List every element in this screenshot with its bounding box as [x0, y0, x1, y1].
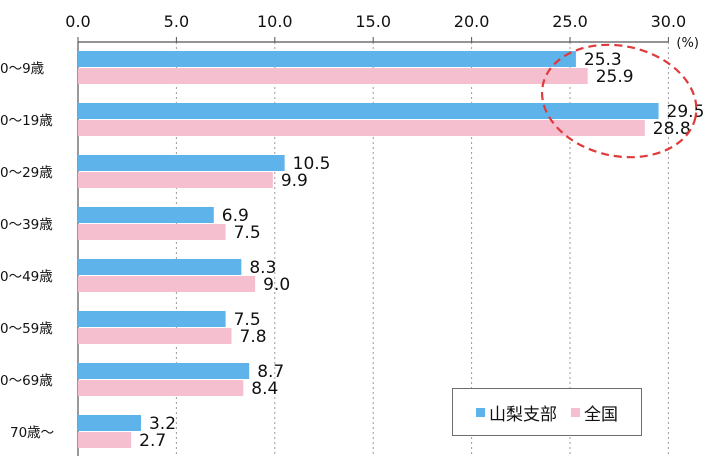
category-label: 0～9歳 [0, 61, 45, 77]
x-tick-label: 10.0 [257, 12, 293, 31]
x-unit-label: (%) [676, 36, 699, 51]
legend-swatch-yamanashi [476, 407, 485, 417]
value-label-yamanashi: 8.3 [249, 258, 276, 278]
bar-national [78, 380, 244, 396]
bar-yamanashi [78, 207, 214, 223]
bar-yamanashi [78, 363, 250, 379]
bar-national [78, 224, 226, 240]
bar-yamanashi [78, 259, 242, 275]
value-label-national: 9.9 [281, 171, 308, 191]
x-tick-label: 30.0 [651, 12, 687, 31]
value-label-national: 28.8 [653, 119, 691, 139]
highlight-ellipse [540, 43, 698, 159]
bar-national [78, 68, 588, 84]
category-label: 0～19歳 [0, 113, 53, 129]
bar-national [78, 328, 232, 344]
category-label: 0～59歳 [0, 321, 53, 337]
category-label: 0～49歳 [0, 269, 53, 285]
legend-swatch-national [571, 407, 580, 417]
legend: 山梨支部 全国 [452, 388, 642, 436]
bar-yamanashi [78, 311, 226, 327]
category-label: 0～69歳 [0, 373, 53, 389]
value-label-national: 25.9 [596, 67, 634, 87]
bar-yamanashi [78, 415, 141, 431]
x-tick-label: 0.0 [65, 12, 90, 31]
bar-yamanashi [78, 51, 576, 67]
x-tick-label: 25.0 [552, 12, 588, 31]
bar-national [78, 172, 273, 188]
category-label: 0～29歳 [0, 165, 53, 181]
value-label-national: 7.8 [240, 327, 267, 347]
value-label-yamanashi: 10.5 [293, 154, 331, 174]
value-label-national: 9.0 [263, 275, 290, 295]
bar-national [78, 276, 256, 292]
value-label-yamanashi: 8.7 [257, 362, 284, 382]
value-label-yamanashi: 7.5 [234, 310, 261, 330]
bar-yamanashi [78, 155, 285, 171]
bar-national [78, 432, 132, 448]
x-tick-label: 5.0 [164, 12, 189, 31]
category-label: 70歳～ [10, 425, 54, 441]
value-label-national: 8.4 [251, 379, 278, 399]
value-label-yamanashi: 3.2 [149, 414, 176, 434]
bar-national [78, 120, 645, 136]
legend-label-yamanashi: 山梨支部 [489, 404, 557, 425]
value-label-national: 7.5 [234, 223, 261, 243]
x-tick-label: 20.0 [454, 12, 490, 31]
category-label: 0～39歳 [0, 217, 53, 233]
bar-yamanashi [78, 103, 659, 119]
value-label-national: 2.7 [139, 431, 166, 451]
value-label-yamanashi: 6.9 [222, 206, 249, 226]
value-label-yamanashi: 25.3 [584, 50, 622, 70]
legend-label-national: 全国 [584, 404, 618, 425]
legend-item-national: 全国 [571, 400, 618, 425]
x-tick-label: 15.0 [355, 12, 391, 31]
legend-item-yamanashi: 山梨支部 [476, 400, 557, 425]
